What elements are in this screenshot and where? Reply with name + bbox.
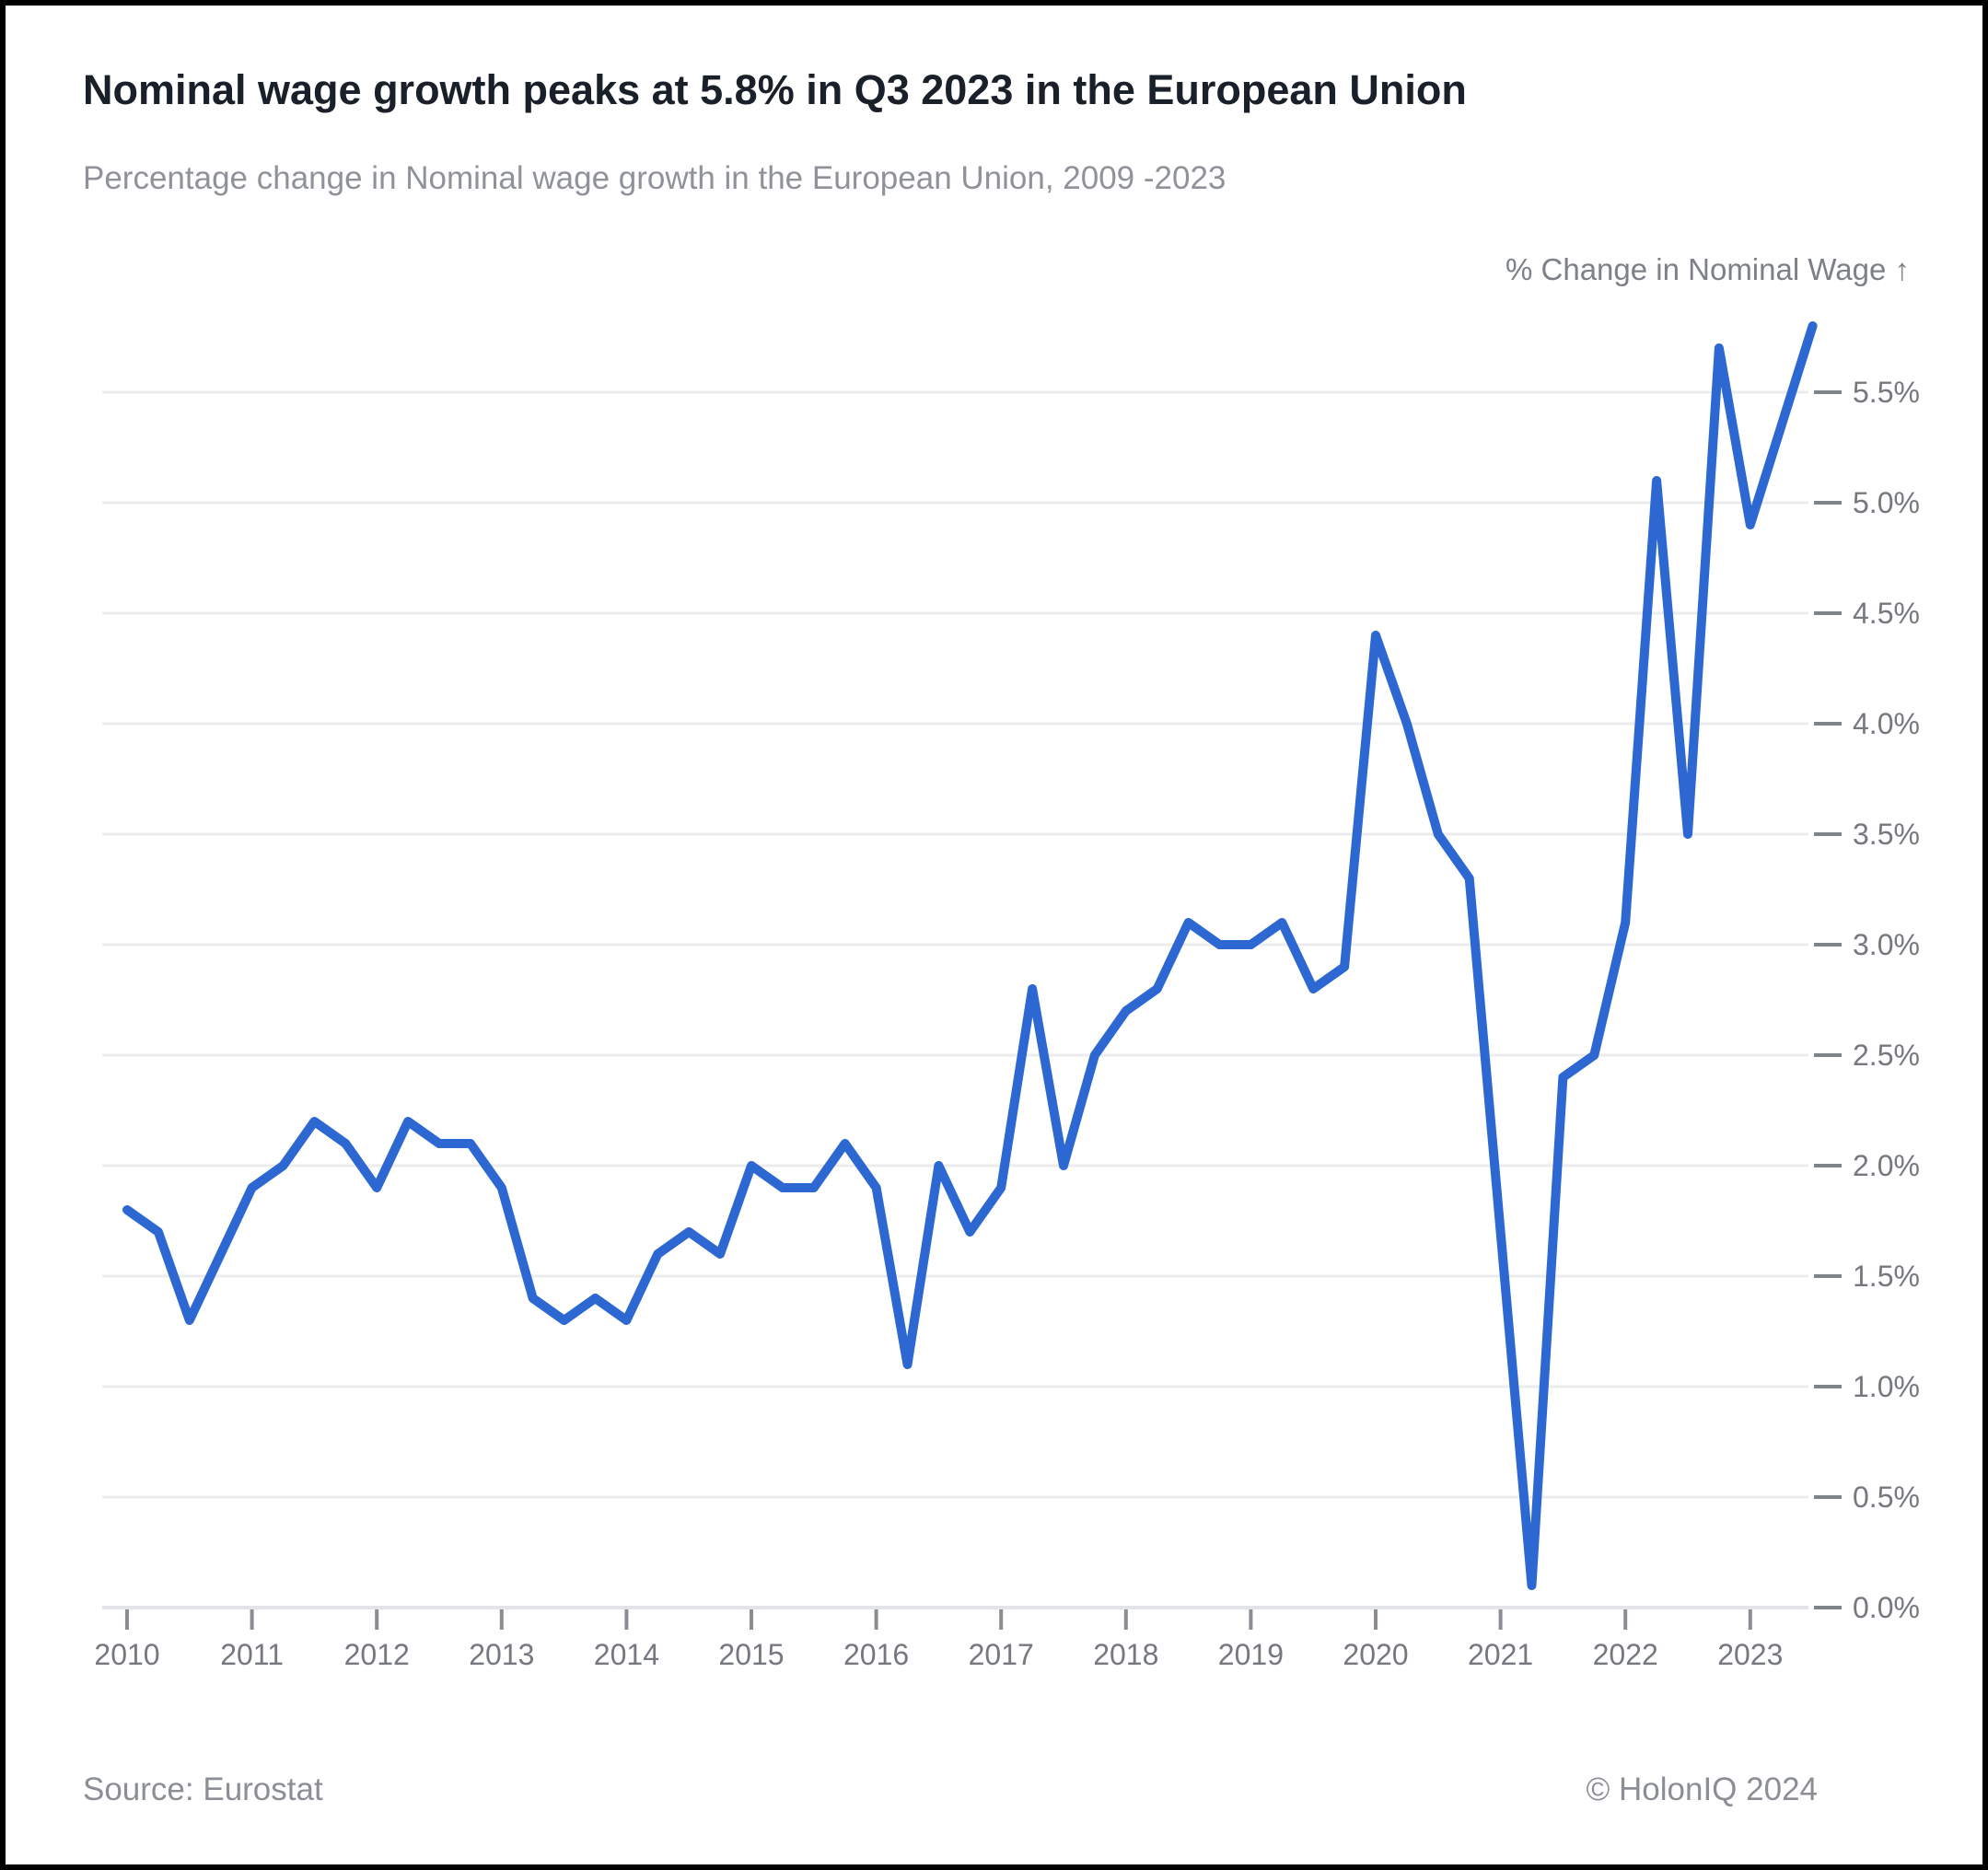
y-tick-label: 4.0%: [1853, 707, 1920, 740]
y-tick-label: 3.5%: [1853, 818, 1920, 851]
y-tick-label: 1.5%: [1853, 1260, 1920, 1293]
y-tick-label: 3.0%: [1853, 928, 1920, 961]
x-tick-label: 2021: [1468, 1638, 1533, 1671]
x-tick-label: 2015: [718, 1638, 784, 1671]
x-tick-label: 2018: [1093, 1638, 1158, 1671]
x-tick-label: 2014: [594, 1638, 659, 1671]
x-tick-label: 2010: [94, 1638, 159, 1671]
y-tick-label: 2.0%: [1853, 1149, 1920, 1182]
x-tick-label: 2012: [344, 1638, 410, 1671]
x-tick-label: 2017: [969, 1638, 1034, 1671]
page-title: Nominal wage growth peaks at 5.8% in Q3 …: [83, 66, 1467, 113]
x-tick-label: 2016: [843, 1638, 909, 1671]
x-tick-label: 2022: [1593, 1638, 1658, 1671]
y-tick-label: 0.5%: [1853, 1481, 1920, 1514]
source-label: Source: Eurostat: [83, 1771, 323, 1807]
line-chart: 0.0% 0.5% 1.0% 1.5% 2.0% 2.5% 3.0% 3.5% 4.0% 4.5%…: [94, 321, 1920, 1671]
y-tick-label: 5.0%: [1853, 486, 1920, 519]
copyright-label: © HolonIQ 2024: [1586, 1771, 1819, 1807]
page-subtitle: Percentage change in Nominal wage growth…: [83, 160, 1227, 196]
y-tick-label: 4.5%: [1853, 597, 1920, 630]
x-tick-label: 2020: [1343, 1638, 1408, 1671]
y-axis-title: % Change in Nominal Wage ↑: [1506, 252, 1910, 286]
y-tick-label: 0.0%: [1853, 1591, 1920, 1624]
x-tick-label: 2019: [1218, 1638, 1284, 1671]
wage-growth-line-series: [122, 321, 1818, 1590]
x-tick-label: 2013: [469, 1638, 534, 1671]
x-tick-label: 2023: [1717, 1638, 1783, 1671]
x-tick-label: 2011: [220, 1638, 284, 1671]
y-tick-label: 2.5%: [1853, 1039, 1920, 1072]
y-tick-label: 5.5%: [1853, 376, 1920, 409]
y-tick-label: 1.0%: [1853, 1370, 1920, 1403]
